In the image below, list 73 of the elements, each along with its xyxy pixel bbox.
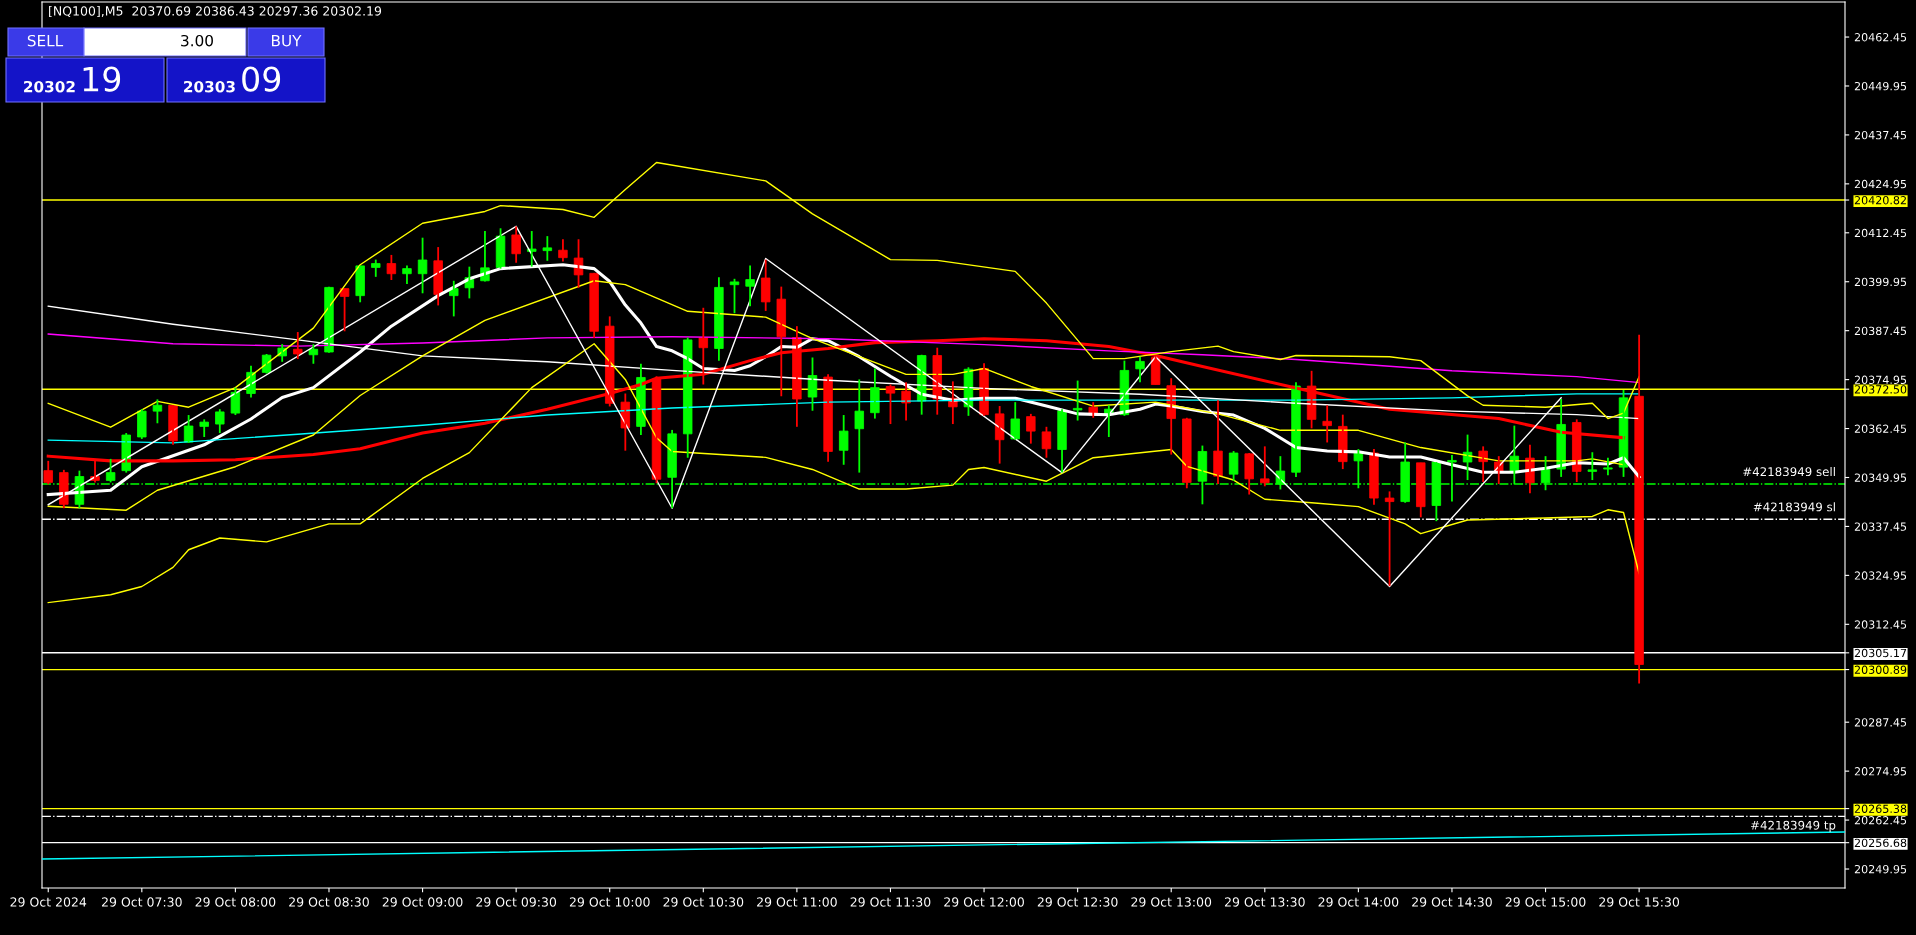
y-tick-label: 20274.95 <box>1854 767 1907 776</box>
candlestick <box>542 235 553 262</box>
candlestick <box>1587 451 1598 481</box>
candlestick <box>1603 456 1613 477</box>
candlestick <box>199 418 209 438</box>
y-tick-label: 20262.45 <box>1854 816 1907 825</box>
ref-line-label: #42183949 tp <box>1751 820 1836 832</box>
candlestick <box>339 287 350 333</box>
annotation: SELL <box>27 34 64 47</box>
x-tick-label: 29 Oct 13:00 <box>1131 897 1212 907</box>
x-tick-label: 29 Oct 08:00 <box>195 897 276 907</box>
y-tick-label: 20437.45 <box>1854 130 1907 140</box>
candlestick <box>1135 355 1145 384</box>
chart-title: [NQ100],M5 20370.69 20386.43 20297.36 20302.19 <box>49 5 382 18</box>
candlestick <box>1384 490 1395 588</box>
x-tick-label: 29 Oct 10:30 <box>663 897 744 907</box>
annotation: 3.00 <box>181 34 213 47</box>
y-tick-label: 20249.95 <box>1854 864 1907 874</box>
x-tick-label: 29 Oct 14:00 <box>1318 897 1399 907</box>
annotation: BUY <box>272 35 302 47</box>
candlestick <box>1072 379 1083 422</box>
x-tick-label: 29 Oct 2024 <box>10 897 87 907</box>
y-tick-label: 20372.50 <box>1854 385 1907 394</box>
y-tick-label: 20300.89 <box>1854 665 1907 674</box>
candlestick <box>527 230 537 268</box>
y-tick-label: 20399.95 <box>1854 277 1907 287</box>
line-series <box>47 393 1640 444</box>
candlestick <box>371 258 381 278</box>
y-tick-label: 20362.45 <box>1854 424 1907 433</box>
line-series <box>47 333 1640 384</box>
y-tick-label: 20305.17 <box>1854 648 1907 658</box>
x-tick-label: 29 Oct 15:30 <box>1599 897 1680 907</box>
y-tick-label: 20337.45 <box>1854 522 1907 531</box>
y-tick-label: 20265.38 <box>1854 804 1907 813</box>
x-tick-label: 29 Oct 11:00 <box>757 897 837 907</box>
x-tick-label: 29 Oct 15:00 <box>1505 897 1586 907</box>
y-tick-label: 20462.45 <box>1854 33 1907 42</box>
x-tick-label: 29 Oct 12:00 <box>944 897 1024 907</box>
x-tick-label: 29 Oct 13:30 <box>1224 897 1305 907</box>
candlestick <box>152 398 163 425</box>
candlestick <box>417 236 428 295</box>
x-tick-label: 29 Oct 14:30 <box>1412 897 1492 907</box>
x-tick-label: 29 Oct 11:30 <box>850 897 931 907</box>
x-tick-label: 29 Oct 09:30 <box>476 897 557 907</box>
y-tick-label: 20449.95 <box>1854 81 1907 91</box>
x-tick-label: 29 Oct 10:00 <box>569 897 650 907</box>
x-tick-label: 29 Oct 12:30 <box>1037 897 1118 907</box>
y-tick-label: 20349.95 <box>1854 473 1907 482</box>
x-tick-label: 29 Oct 07:30 <box>101 897 182 907</box>
y-tick-label: 20312.45 <box>1854 620 1907 629</box>
y-tick-label: 20256.68 <box>1854 838 1907 848</box>
x-tick-label: 29 Oct 08:30 <box>289 897 369 907</box>
annotation: 19 <box>83 66 121 92</box>
y-tick-label: 20287.45 <box>1854 718 1907 727</box>
annotation: 20302 <box>24 80 75 93</box>
candlestick <box>1260 445 1270 488</box>
candlestick <box>215 408 225 434</box>
annotation: 20303 <box>184 80 235 93</box>
ref-line-label: #42183949 sl <box>1753 502 1835 512</box>
y-tick-label: 20324.95 <box>1854 571 1907 580</box>
candlestick <box>729 277 740 315</box>
y-tick-label: 20387.45 <box>1854 326 1907 336</box>
y-tick-label: 20412.45 <box>1854 228 1907 238</box>
candlestick <box>745 264 755 308</box>
y-tick-label: 20420.82 <box>1854 196 1906 205</box>
x-tick-label: 29 Oct 09:00 <box>382 897 463 907</box>
candlestick <box>1026 412 1036 445</box>
y-tick-label: 20374.95 <box>1854 375 1907 384</box>
ref-line-label: #42183949 sell <box>1743 466 1835 477</box>
candlestick <box>760 258 771 312</box>
y-tick-label: 20424.95 <box>1854 179 1907 189</box>
annotation: 09 <box>242 66 281 92</box>
candlestick <box>885 383 896 425</box>
